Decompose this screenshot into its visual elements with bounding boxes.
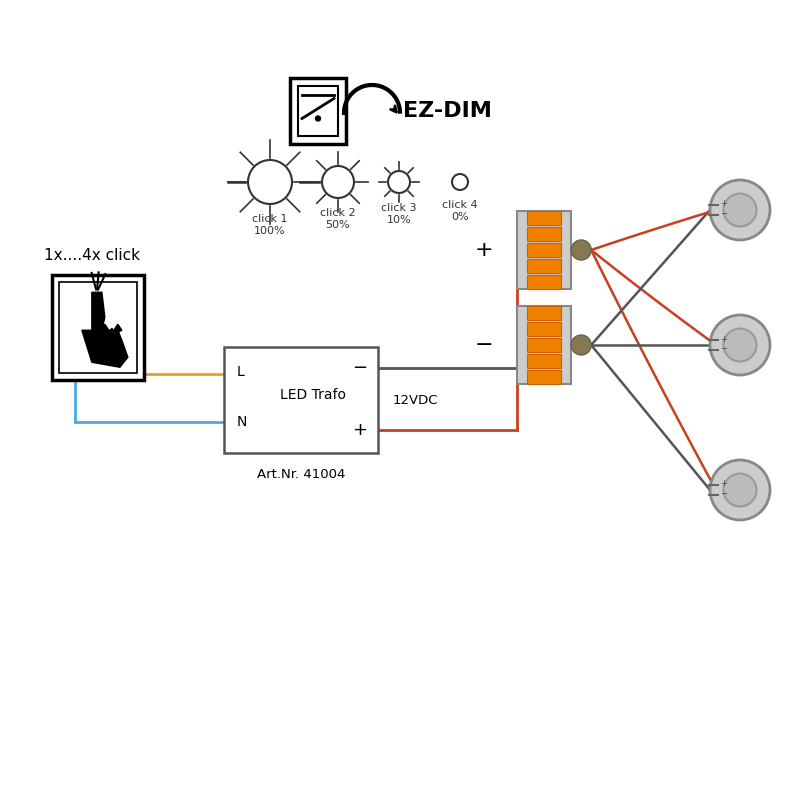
Circle shape — [723, 474, 757, 506]
Text: +: + — [352, 421, 367, 439]
Text: 100%: 100% — [254, 226, 286, 236]
Text: click 3: click 3 — [382, 203, 417, 213]
Bar — [298, 86, 338, 136]
Circle shape — [315, 116, 321, 121]
Text: −: − — [720, 490, 727, 498]
Bar — [527, 306, 561, 320]
Circle shape — [571, 240, 591, 260]
Text: Art.Nr. 41004: Art.Nr. 41004 — [257, 468, 345, 481]
Circle shape — [322, 166, 354, 198]
Text: 50%: 50% — [326, 220, 350, 230]
Bar — [527, 243, 561, 257]
Text: L: L — [237, 365, 245, 379]
Text: +: + — [720, 199, 727, 209]
Circle shape — [452, 174, 468, 190]
Bar — [527, 354, 561, 368]
Polygon shape — [108, 328, 116, 336]
Text: +: + — [720, 334, 727, 343]
Text: +: + — [720, 479, 727, 489]
Text: −: − — [720, 345, 727, 354]
Text: 10%: 10% — [386, 215, 411, 225]
Bar — [527, 227, 561, 241]
Text: −: − — [474, 335, 494, 355]
Text: N: N — [237, 415, 247, 429]
Text: LED Trafo: LED Trafo — [280, 388, 346, 402]
Bar — [527, 370, 561, 384]
Circle shape — [710, 460, 770, 520]
Circle shape — [710, 315, 770, 375]
Bar — [527, 211, 561, 225]
Circle shape — [710, 180, 770, 240]
Polygon shape — [82, 330, 128, 367]
Polygon shape — [92, 292, 105, 330]
Text: −: − — [352, 359, 367, 377]
FancyBboxPatch shape — [290, 78, 346, 144]
Circle shape — [248, 160, 292, 204]
Polygon shape — [114, 324, 122, 332]
Bar — [527, 322, 561, 336]
Bar — [527, 338, 561, 352]
Text: EZ-DIM: EZ-DIM — [403, 101, 492, 121]
Bar — [527, 259, 561, 273]
FancyBboxPatch shape — [224, 347, 378, 453]
Bar — [52, 275, 144, 380]
Text: click 4: click 4 — [442, 200, 478, 210]
Bar — [517, 211, 571, 289]
Bar — [527, 275, 561, 289]
Text: click 1: click 1 — [252, 214, 288, 224]
Text: click 2: click 2 — [320, 208, 356, 218]
Polygon shape — [101, 324, 109, 332]
Circle shape — [723, 329, 757, 362]
Circle shape — [388, 171, 410, 193]
Text: 1x....4x click: 1x....4x click — [44, 248, 140, 263]
Circle shape — [723, 194, 757, 226]
Circle shape — [571, 335, 591, 355]
Text: −: − — [720, 210, 727, 218]
Text: 12VDC: 12VDC — [393, 394, 438, 406]
Bar — [517, 306, 571, 384]
Text: 0%: 0% — [451, 212, 469, 222]
Text: +: + — [474, 240, 494, 260]
Bar — [59, 282, 137, 373]
